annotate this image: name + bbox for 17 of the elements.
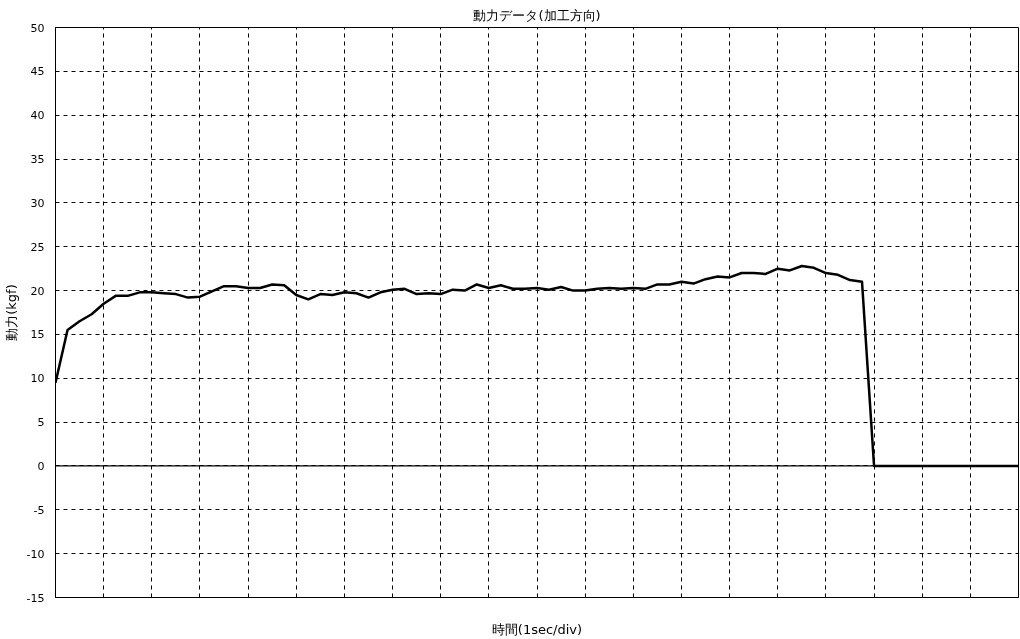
y-tick-label: 45 (30, 65, 45, 79)
y-tick-label: -5 (33, 503, 45, 517)
y-tick-label: 25 (30, 240, 45, 254)
y-tick-label: 50 (30, 21, 45, 35)
y-tick-label: 5 (37, 416, 45, 430)
y-tick-label: 35 (30, 153, 45, 167)
y-axis-title: 動力(kgf) (3, 284, 19, 341)
y-tick-label: 30 (30, 196, 45, 210)
y-tick-label: 20 (30, 284, 45, 298)
y-tick-label: -15 (26, 591, 45, 605)
y-tick-label: 10 (30, 372, 45, 386)
chart-title: 動力データ(加工方向) (473, 7, 601, 23)
y-tick-label: 0 (37, 459, 45, 473)
y-tick-label: 15 (30, 328, 45, 342)
y-tick-label: -10 (26, 547, 45, 561)
x-axis-title: 時間(1sec/div) (491, 621, 583, 637)
y-tick-label: 40 (30, 109, 45, 123)
